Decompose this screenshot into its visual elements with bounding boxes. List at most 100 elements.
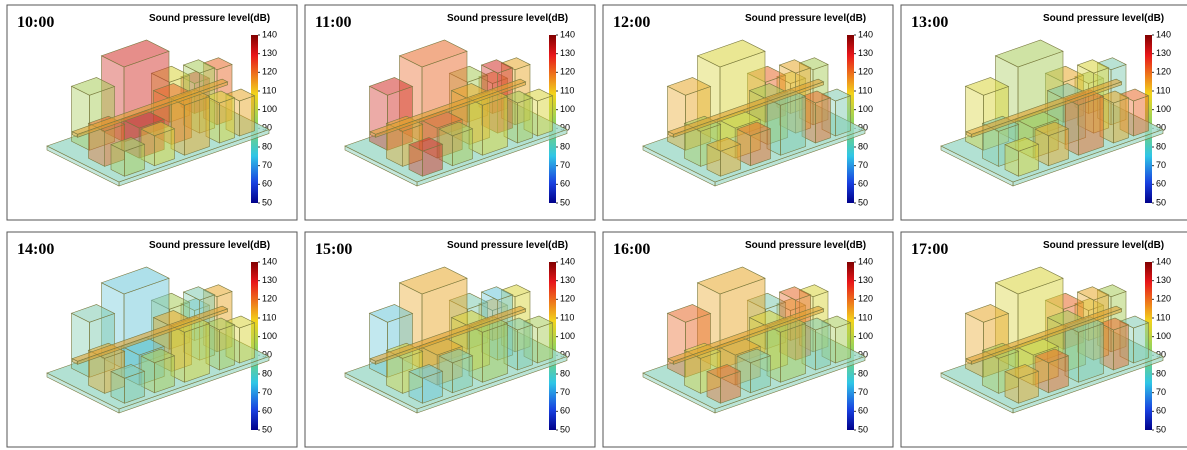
colorbar-title: Sound pressure level(dB) [447, 13, 568, 24]
time-label: 13:00 [911, 14, 948, 31]
panel: 15:00Sound pressure level(dB)50607080901… [305, 232, 595, 447]
building-face [185, 97, 210, 156]
building-face [836, 323, 851, 363]
tick-label: 70 [560, 387, 570, 397]
tick-label: 100 [560, 104, 575, 114]
tick-label: 130 [1156, 48, 1171, 58]
time-label: 17:00 [911, 241, 948, 258]
tick-label: 130 [858, 275, 873, 285]
tick-label: 100 [858, 331, 873, 341]
colorbar-title: Sound pressure level(dB) [447, 240, 568, 251]
tick-label: 120 [560, 67, 575, 77]
colorbar-title: Sound pressure level(dB) [1043, 13, 1164, 24]
tick-label: 60 [262, 179, 272, 189]
tick-label: 50 [262, 424, 272, 434]
tick-label: 120 [262, 294, 277, 304]
tick-label: 50 [262, 197, 272, 207]
tick-label: 60 [858, 179, 868, 189]
tick-label: 120 [858, 294, 873, 304]
tick-label: 120 [560, 294, 575, 304]
building-face [240, 323, 255, 363]
building-face [781, 97, 806, 156]
tick-label: 50 [1156, 197, 1166, 207]
tick-label: 70 [858, 160, 868, 170]
tick-label: 70 [262, 387, 272, 397]
page: 10:00Sound pressure level(dB)50607080901… [0, 0, 1187, 450]
time-label: 11:00 [315, 14, 351, 31]
tick-label: 60 [262, 406, 272, 416]
tick-label: 80 [262, 141, 272, 151]
building-face [220, 98, 235, 143]
tick-label: 130 [560, 275, 575, 285]
colorbar-title: Sound pressure level(dB) [1043, 240, 1164, 251]
colorbar-title: Sound pressure level(dB) [745, 240, 866, 251]
building-face [518, 98, 533, 143]
tick-label: 110 [1156, 85, 1170, 95]
tick-label: 100 [560, 331, 575, 341]
building-face [72, 86, 90, 150]
tick-label: 80 [560, 141, 570, 151]
tick-label: 110 [262, 85, 276, 95]
building-face [220, 325, 235, 370]
time-label: 14:00 [17, 241, 54, 258]
building-face [966, 313, 984, 377]
tick-label: 100 [1156, 331, 1171, 341]
building-face [1134, 96, 1149, 136]
tick-label: 70 [858, 387, 868, 397]
building-face [483, 97, 508, 156]
building-face [668, 313, 686, 377]
tick-label: 60 [1156, 179, 1166, 189]
tick-label: 100 [1156, 104, 1171, 114]
colorbar-title: Sound pressure level(dB) [745, 13, 866, 24]
building-face [483, 324, 508, 383]
tick-label: 120 [1156, 67, 1171, 77]
tick-label: 110 [262, 312, 276, 322]
time-label: 16:00 [613, 241, 650, 258]
tick-label: 80 [1156, 368, 1166, 378]
tick-label: 110 [560, 85, 574, 95]
panel: 16:00Sound pressure level(dB)50607080901… [603, 232, 893, 447]
tick-label: 50 [858, 197, 868, 207]
building-face [1114, 98, 1129, 143]
tick-label: 140 [262, 256, 277, 266]
tick-label: 140 [262, 29, 277, 39]
tick-label: 130 [262, 275, 277, 285]
figure: 10:00Sound pressure level(dB)50607080901… [0, 0, 1187, 450]
tick-label: 130 [262, 48, 277, 58]
tick-label: 70 [1156, 160, 1166, 170]
tick-label: 50 [560, 424, 570, 434]
tick-label: 80 [858, 368, 868, 378]
tick-label: 100 [262, 104, 277, 114]
time-label: 10:00 [17, 14, 54, 31]
tick-label: 100 [262, 331, 277, 341]
building-face [836, 96, 851, 136]
tick-label: 60 [560, 406, 570, 416]
tick-label: 130 [560, 48, 575, 58]
building-face [816, 325, 831, 370]
tick-label: 140 [858, 256, 873, 266]
building-face [538, 96, 553, 136]
tick-label: 80 [858, 141, 868, 151]
tick-label: 80 [262, 368, 272, 378]
tick-label: 130 [1156, 275, 1171, 285]
building-face [518, 325, 533, 370]
colorbar-title: Sound pressure level(dB) [149, 240, 270, 251]
tick-label: 70 [560, 160, 570, 170]
tick-label: 110 [858, 85, 872, 95]
building-face [966, 86, 984, 150]
tick-label: 70 [262, 160, 272, 170]
tick-label: 70 [1156, 387, 1166, 397]
building-face [538, 323, 553, 363]
tick-label: 130 [858, 48, 873, 58]
building-face [370, 86, 388, 150]
colorbar-title: Sound pressure level(dB) [149, 13, 270, 24]
building-face [1079, 324, 1104, 383]
building-face [1114, 325, 1129, 370]
tick-label: 60 [1156, 406, 1166, 416]
tick-label: 120 [858, 67, 873, 77]
tick-label: 110 [560, 312, 574, 322]
